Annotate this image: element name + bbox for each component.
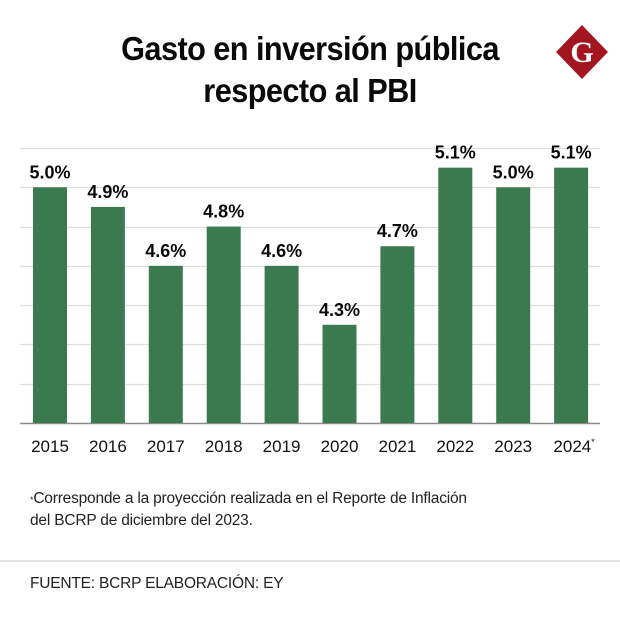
logo-letter: G [570,36,593,69]
logo-diamond [556,25,608,79]
value-label-2024: 5.1% [551,143,592,163]
value-label-2019: 4.6% [261,241,302,261]
x-tick-label-2018: 2018 [205,437,243,456]
footnote-line-2: del BCRP de diciembre del 2023. [30,512,253,529]
footer-divider [0,560,620,562]
footnote-line-1: *Corresponde a la proyección realizada e… [30,488,590,510]
bar-2019 [264,265,299,423]
chart-title-line-2: respecto al PBI [203,72,417,109]
value-label-2020: 4.3% [319,300,360,320]
bar-2020 [322,324,357,423]
value-label-2022: 5.1% [435,143,476,163]
x-tick-label-2015: 2015 [31,437,69,456]
x-tick-label-2023: 2023 [494,437,532,456]
value-label-2016: 4.9% [87,182,128,202]
bar-2017 [148,265,183,423]
bar-2021 [380,246,415,423]
bar-2016 [90,206,125,423]
x-tick-label-2024: 2024* [553,437,595,456]
bar-chart: 5.0% 4.9% 4.6% 4.8% 4.6% 4.3% 4.7% 5.1% 5.0% 5.1%… [20,143,600,456]
g-diamond-logo-icon: G [556,25,608,79]
source-credit: FUENTE: BCRP ELABORACIÓN: EY [30,575,284,592]
x-tick-marker: * [591,437,595,447]
value-label-2015: 5.0% [29,162,70,182]
bar-2024 [554,167,589,423]
x-tick-label-2016: 2016 [89,437,127,456]
bar-2022 [438,167,473,423]
value-label-2017: 4.6% [145,241,186,261]
footnote-text-1: Corresponde a la proyección realizada en… [33,490,467,507]
chart-title: Gasto en inversión pública respecto al P… [78,28,543,112]
x-tick-label-2020: 2020 [321,437,359,456]
x-axis-ticks: 2015 2016 2017 2018 2019 2020 2021 2022 2023 2024… [31,437,595,456]
bar-2018 [206,226,241,423]
value-labels: 5.0% 4.9% 4.6% 4.8% 4.6% 4.3% 4.7% 5.1% 5.0% 5.1% [29,143,591,320]
bar-2015 [33,187,67,423]
value-label-2023: 5.0% [493,162,534,182]
footnote-marker: * [30,495,34,505]
chart-title-line-1: Gasto en inversión pública [121,30,499,67]
x-tick-label-2022: 2022 [436,437,474,456]
value-label-2018: 4.8% [203,202,244,222]
bar-2023 [496,187,531,423]
bars [33,167,589,423]
x-tick-label-2019: 2019 [263,437,301,456]
value-label-2021: 4.7% [377,221,418,241]
x-tick-label-2017: 2017 [147,437,185,456]
footnote: *Corresponde a la proyección realizada e… [30,488,590,532]
x-tick-label-2021: 2021 [378,437,416,456]
